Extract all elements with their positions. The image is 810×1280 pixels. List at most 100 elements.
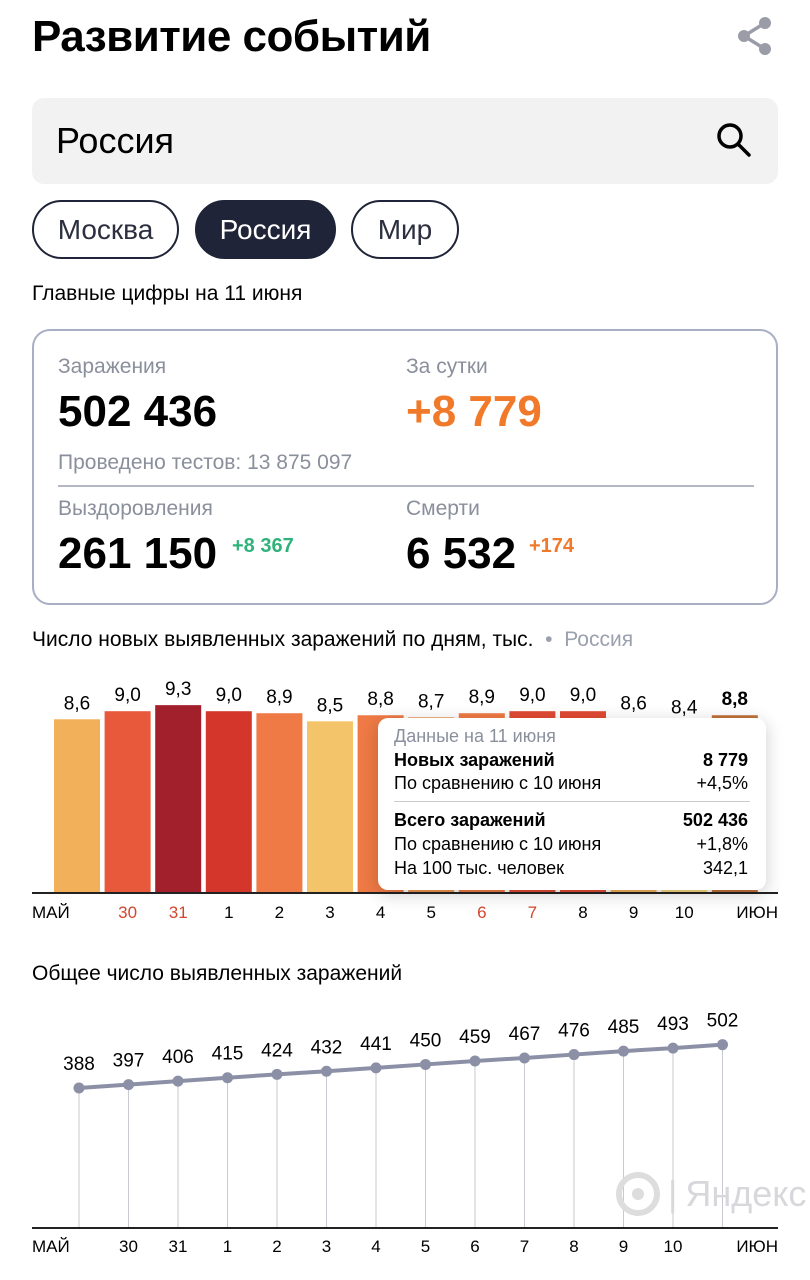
watermark-text: Яндекс [685, 1173, 807, 1214]
bar-chart-title-text: Число новых выявленных заражений по дням… [32, 628, 534, 651]
bar-value-label: 9,0 [216, 685, 242, 706]
point-value-label: 485 [608, 1017, 640, 1038]
point-value-label: 432 [311, 1037, 343, 1058]
x-tick-label: 4 [376, 903, 385, 922]
bar-value-label: 8,5 [317, 695, 343, 716]
tests-count: Проведено тестов: 13 875 097 [58, 451, 353, 474]
yandex-logo-icon [616, 1172, 660, 1216]
data-point [568, 1049, 580, 1061]
point-value-label: 406 [162, 1047, 194, 1068]
tooltip-per100-value: 342,1 [702, 858, 748, 878]
data-point [370, 1062, 382, 1074]
recovered-label: Выздоровления [58, 497, 213, 520]
bar-value-label: 8,8 [367, 689, 393, 710]
x-tick-label: 8 [578, 903, 587, 922]
x-tick-label: 9 [619, 1237, 628, 1256]
bar [205, 711, 252, 893]
data-point [222, 1072, 233, 1084]
x-tick-label: 1 [223, 1237, 232, 1256]
data-point [469, 1055, 481, 1067]
x-tick-label: 7 [528, 903, 537, 922]
bar-value-label: 8,7 [418, 691, 444, 712]
point-value-label: 388 [63, 1054, 95, 1075]
x-tick-label: 5 [421, 1237, 430, 1256]
data-point [717, 1039, 728, 1051]
bar-value-label: 8,6 [64, 693, 90, 714]
bar-value-label: 9,0 [519, 685, 545, 706]
search-input[interactable]: Россия [32, 98, 778, 184]
x-tick-label: 1 [224, 903, 233, 922]
x-tick-label: 6 [470, 1237, 479, 1256]
title-separator: • [539, 628, 565, 651]
tooltip-cmp2-label: По сравнению с 10 июня [394, 834, 602, 854]
x-tick-label: 30 [119, 1237, 138, 1256]
bar-value-label: 8,4 [671, 697, 698, 718]
bar [54, 719, 100, 893]
point-value-label: 459 [459, 1027, 491, 1048]
tooltip-new-label: Новых заражений [394, 750, 555, 770]
x-tick-label: МАЙ [32, 903, 70, 922]
x-tick-label: 3 [325, 903, 334, 922]
x-tick-label: ИЮН [736, 1237, 778, 1256]
x-tick-label: 31 [169, 903, 188, 922]
bar [307, 721, 353, 893]
data-point [618, 1045, 629, 1057]
tooltip-cmp1-label: По сравнению с 10 июня [394, 773, 602, 793]
tooltip-cmp2-value: +1,8% [696, 834, 748, 854]
point-value-label: 441 [360, 1034, 392, 1055]
x-tick-label: 2 [275, 903, 284, 922]
x-tick-label: 3 [322, 1237, 331, 1256]
data-point [123, 1079, 134, 1091]
data-point [667, 1042, 679, 1054]
point-value-label: 476 [558, 1021, 590, 1042]
tooltip-new-value: 8 779 [702, 750, 748, 770]
recovered-delta: +8 367 [232, 535, 294, 557]
deaths-value: 6 532 [406, 529, 517, 578]
deaths-delta: +174 [529, 535, 575, 557]
search-value: Россия [56, 120, 175, 161]
x-tick-label: 5 [426, 903, 435, 922]
day-value: +8 779 [406, 387, 542, 436]
bar-value-label: 8,6 [620, 693, 646, 714]
data-point [321, 1065, 332, 1077]
stats-card: Заражения 502 436 За сутки +8 779 Провед… [32, 329, 778, 605]
data-point [172, 1075, 184, 1087]
bar-value-label: 9,0 [114, 685, 140, 706]
point-value-label: 502 [707, 1011, 739, 1032]
x-tick-label: 30 [118, 903, 137, 922]
chip-world[interactable]: Мир [351, 200, 459, 259]
watermark-separator: | [668, 1173, 678, 1214]
share-icon[interactable] [736, 16, 774, 56]
data-point [519, 1052, 530, 1064]
x-tick-label: 9 [629, 903, 638, 922]
x-tick-label: 2 [272, 1237, 281, 1256]
series-line [78, 1042, 723, 1090]
tooltip-per100-label: На 100 тыс. человек [394, 858, 564, 878]
tooltip-total-label: Всего заражений [394, 810, 546, 830]
recovered-value: 261 150 [58, 529, 218, 578]
data-point [73, 1082, 85, 1094]
point-value-label: 493 [657, 1014, 689, 1035]
point-value-label: 415 [212, 1044, 244, 1065]
yandex-watermark: | Яндекс [616, 1172, 806, 1216]
x-tick-label: 10 [675, 903, 694, 922]
bar-chart-region: Россия [564, 628, 634, 651]
bar-value-label: 9,3 [165, 679, 191, 700]
bar-value-label: 8,8 [722, 689, 748, 710]
deaths-label: Смерти [406, 497, 480, 520]
x-tick-label: 4 [371, 1237, 380, 1256]
search-icon[interactable] [714, 120, 754, 160]
point-value-label: 424 [261, 1040, 293, 1061]
chip-moscow[interactable]: Москва [32, 200, 179, 259]
divider [58, 485, 754, 487]
tooltip-total-value: 502 436 [682, 810, 748, 830]
tooltip-date: Данные на 11 июня [394, 726, 556, 746]
tooltip-cmp1-value: +4,5% [696, 773, 748, 793]
chip-russia[interactable]: Россия [195, 200, 336, 259]
data-point [271, 1068, 283, 1080]
point-value-label: 397 [113, 1051, 145, 1072]
bar [155, 705, 202, 893]
line-chart-title: Общее число выявленных заражений [32, 962, 403, 985]
tooltip: Данные на 11 июня Новых заражений 8 779 … [378, 718, 766, 890]
bar-value-label: 8,9 [469, 687, 495, 708]
